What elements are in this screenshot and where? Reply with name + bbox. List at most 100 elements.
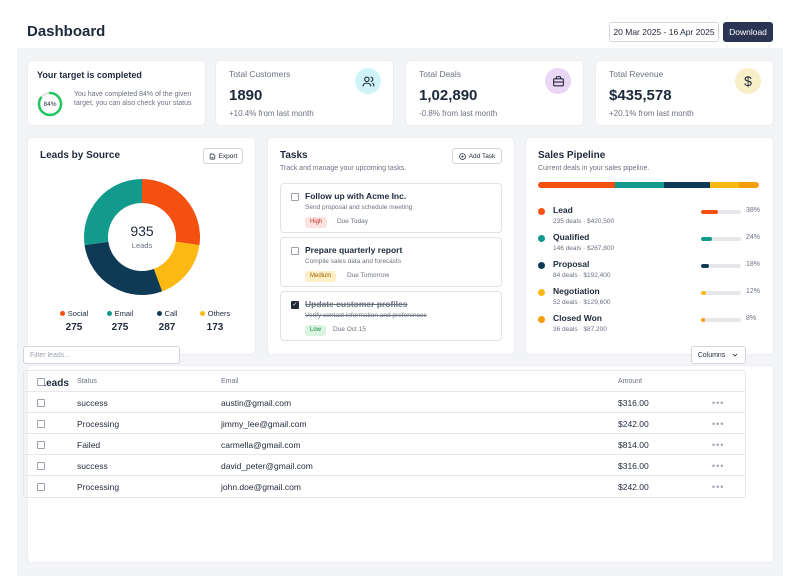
row-checkbox[interactable]: [37, 482, 45, 491]
task-due: Due Tomorrow: [347, 272, 390, 279]
stage-dot: [538, 235, 545, 242]
stage-dot: [538, 316, 545, 323]
column-header-status[interactable]: Status: [77, 378, 97, 385]
task-description: Verify contact information and preferenc…: [305, 312, 427, 319]
cell-email: david_peter@gmail.com: [221, 460, 313, 471]
task-checkbox[interactable]: [291, 247, 299, 255]
task-checkbox-checked[interactable]: ✓: [291, 301, 299, 309]
pipeline-stage: Proposal 84 deals · $192,400 18%: [538, 258, 760, 282]
row-actions-icon[interactable]: •••: [712, 418, 725, 429]
leads-card: Leads: [28, 366, 773, 562]
table-row[interactable]: success austin@gmail.com $316.00 •••: [24, 392, 745, 413]
stage-name: Proposal: [553, 259, 590, 269]
task-title: Follow up with Acme Inc.: [305, 191, 407, 201]
cell-amount: $316.00: [618, 460, 649, 471]
task-description: Compile sales data and forecasts: [305, 258, 402, 265]
users-icon: [355, 68, 381, 94]
cell-amount: $316.00: [618, 397, 649, 408]
stat-change: -0.8% from last month: [419, 109, 498, 118]
donut-slice-others[interactable]: [153, 241, 200, 292]
table-row[interactable]: success david_peter@gmail.com $316.00 •••: [24, 455, 745, 476]
task-item[interactable]: ✓ Update customer profiles Verify contac…: [280, 291, 502, 341]
donut-slice-email[interactable]: [84, 179, 142, 246]
priority-badge: High: [305, 217, 328, 228]
stat-value: 1,02,890: [419, 87, 478, 104]
legend-dot: [59, 311, 65, 316]
dollar-icon: $: [735, 68, 761, 94]
stage-progress-fill: [701, 291, 707, 295]
priority-badge: Low: [305, 325, 327, 336]
donut-total: 935: [130, 223, 154, 239]
pipeline-bar-segment: [615, 182, 664, 188]
stat-label: Total Revenue: [609, 69, 664, 79]
stat-value: 1890: [229, 87, 263, 104]
legend-value: 287: [158, 322, 176, 333]
row-checkbox[interactable]: [37, 440, 45, 449]
leads-table: Status Email Amount success austin@gmail.…: [23, 370, 746, 498]
cell-email: austin@gmail.com: [221, 397, 292, 408]
legend-social: Social 275: [49, 309, 99, 333]
download-button[interactable]: Download: [723, 22, 773, 42]
cell-amount: $242.00: [618, 481, 649, 492]
add-task-button[interactable]: Add Task: [452, 148, 502, 164]
task-item[interactable]: Follow up with Acme Inc. Send proposal a…: [280, 183, 502, 233]
target-card: Your target is completed 84% You have co…: [28, 61, 205, 125]
stage-dot: [538, 289, 545, 296]
stat-value: $435,578: [609, 87, 672, 104]
pipeline-bar-segment: [663, 182, 711, 188]
stage-percent: 38%: [746, 207, 761, 214]
row-actions-icon[interactable]: •••: [712, 439, 725, 450]
stage-dot: [538, 262, 545, 269]
filter-leads-input[interactable]: [23, 346, 180, 364]
stage-meta: 235 deals · $420,500: [553, 218, 615, 225]
card-title: Sales Pipeline: [538, 150, 606, 161]
stage-name: Closed Won: [553, 313, 602, 323]
column-header-amount[interactable]: Amount: [618, 378, 643, 385]
row-checkbox[interactable]: [37, 419, 45, 428]
pipeline-stage: Closed Won 36 deals · $87,200 8%: [538, 312, 760, 336]
table-header-row: Status Email Amount: [24, 371, 745, 392]
legend-dot: [106, 311, 112, 316]
select-all-checkbox[interactable]: [37, 377, 45, 386]
cell-email: jimmy_lee@gmail.com: [221, 418, 307, 429]
row-actions-icon[interactable]: •••: [712, 397, 725, 408]
target-title: Your target is completed: [37, 70, 142, 80]
row-checkbox[interactable]: [37, 461, 45, 470]
column-header-email[interactable]: Email: [221, 378, 239, 385]
stage-percent: 8%: [746, 315, 757, 322]
task-due: Due Today: [337, 218, 368, 225]
pipeline-stage: Qualified 146 deals · $267,800 24%: [538, 231, 760, 255]
donut-slice-social[interactable]: [142, 179, 200, 246]
table-row[interactable]: Failed carmella@gmail.com $814.00 •••: [24, 434, 745, 455]
stage-percent: 12%: [746, 288, 761, 295]
stat-label: Total Customers: [229, 69, 291, 79]
date-range-picker[interactable]: 20 Mar 2025 - 16 Apr 2025: [609, 22, 719, 42]
export-button[interactable]: Export: [203, 148, 243, 164]
card-subtitle: Current deals in your sales pipeline.: [538, 165, 650, 172]
stage-progress-track: [701, 291, 741, 295]
pipeline-stage: Negotiation 52 deals · $129,600 12%: [538, 285, 760, 309]
plus-circle-icon: [458, 152, 466, 160]
cell-email: carmella@gmail.com: [221, 439, 301, 450]
priority-badge: Medium: [305, 271, 337, 282]
row-actions-icon[interactable]: •••: [712, 481, 725, 492]
row-checkbox[interactable]: [37, 398, 45, 407]
add-task-label: Add Task: [468, 152, 496, 160]
columns-button[interactable]: Columns: [691, 346, 746, 364]
legend-dot: [199, 311, 205, 316]
page-header: Dashboard 20 Mar 2025 - 16 Apr 2025 Down…: [27, 20, 773, 46]
donut-slice-call[interactable]: [84, 241, 163, 295]
target-progress-ring: [37, 91, 63, 117]
leads-donut-chart: [84, 179, 200, 295]
card-subtitle: Track and manage your upcoming tasks.: [280, 165, 407, 172]
table-row[interactable]: Processing john.doe@gmail.com $242.00 •••: [24, 476, 745, 497]
leads-by-source-card: Leads by Source Export 935 Leads Social …: [28, 138, 255, 354]
task-checkbox[interactable]: [291, 193, 299, 201]
export-label: Export: [218, 152, 238, 160]
stage-percent: 24%: [746, 234, 761, 241]
row-actions-icon[interactable]: •••: [712, 460, 725, 471]
task-item[interactable]: Prepare quarterly report Compile sales d…: [280, 237, 502, 287]
pipeline-bar-segment: [739, 182, 759, 188]
table-row[interactable]: Processing jimmy_lee@gmail.com $242.00 •••: [24, 413, 745, 434]
stage-percent: 18%: [746, 261, 761, 268]
